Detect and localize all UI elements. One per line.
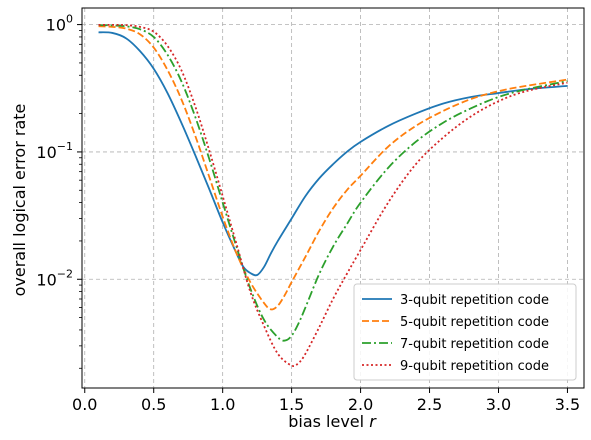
x-axis-label: bias level r [288,412,377,431]
series-line-2 [98,25,568,311]
legend-label-2: 5-qubit repetition code [400,315,549,330]
series-lines [98,23,568,367]
y-tick-exponent: 0 [66,13,73,26]
y-tick-label: 10−2 [36,267,73,289]
x-tick-label: 1.0 [210,395,235,414]
x-axis: 0.0 0.5 1.0 1.5 2.0 2.5 3.0 3.5 [72,388,580,414]
series-line-1 [98,31,568,277]
y-tick-base: 10 [46,16,66,35]
x-tick-label: 3.5 [555,395,580,414]
y-tick-label: 100 [46,13,73,35]
y-tick-exponent: −2 [57,267,73,280]
y-tick-base: 10 [36,143,56,162]
legend-box [353,283,577,381]
x-axis-label-text: bias level [288,412,364,431]
x-tick-label: 3.0 [486,395,511,414]
y-axis-label: overall logical error rate [10,104,29,297]
x-axis-label-var: r [369,412,377,431]
y-tick-exponent: −1 [57,140,73,153]
y-tick-base: 10 [36,270,56,289]
x-tick-label: 0.0 [72,395,97,414]
x-tick-label: 2.5 [417,395,442,414]
plot-frame [81,7,585,389]
x-tick-label: 1.5 [279,395,304,414]
legend: 3-qubit repetition code 5-qubit repetitio… [353,283,577,381]
legend-label-4: 9-qubit repetition code [400,359,549,374]
legend-label-1: 3-qubit repetition code [400,293,549,308]
x-tick-label: 0.5 [141,395,166,414]
y-tick-label: 10−1 [36,140,73,162]
series-line-3 [98,24,568,342]
series-line-4 [98,23,568,367]
x-tick-label: 2.0 [348,395,373,414]
legend-label-3: 7-qubit repetition code [400,337,549,352]
